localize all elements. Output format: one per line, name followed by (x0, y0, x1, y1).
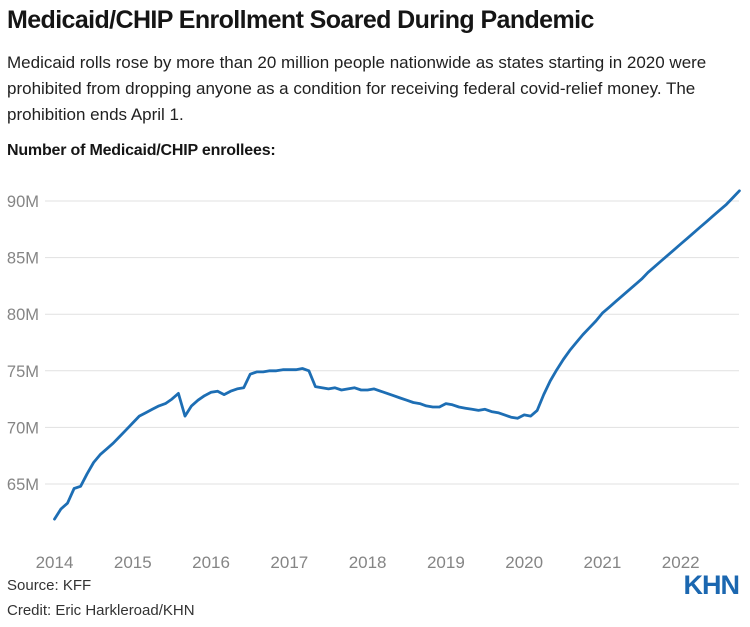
x-axis-label: 2017 (270, 553, 308, 572)
chart-description: Medicaid rolls rose by more than 20 mill… (7, 53, 707, 124)
x-axis-label: 2021 (584, 553, 622, 572)
y-axis-label: 80M (7, 306, 39, 324)
enrollment-line (53, 189, 741, 521)
y-axis-label: 85M (7, 250, 39, 268)
source-text: Source: KFF (7, 577, 92, 594)
y-axis-label: 70M (7, 419, 39, 437)
x-axis-label: 2022 (662, 553, 700, 572)
x-axis-label: 2014 (36, 553, 74, 572)
y-axis-label: 65M (7, 476, 39, 494)
x-axis-label: 2016 (192, 553, 230, 572)
y-axis-label: 75M (7, 363, 39, 381)
x-axis-label: 2020 (505, 553, 543, 572)
page-title: Medicaid/CHIP Enrollment Soared During P… (7, 6, 594, 34)
x-axis-label: 2015 (114, 553, 152, 572)
chart-axis-title: Number of Medicaid/CHIP enrollees: (7, 142, 276, 159)
y-axis-label: 90M (7, 193, 39, 211)
x-axis-label: 2019 (427, 553, 465, 572)
enrollment-chart-svg: 65M 70M 75M 80M 85M 90M 2014 2015 2016 2017 2018 20… (7, 189, 741, 572)
line-chart: 65M 70M 75M 80M 85M 90M 2014 2015 2016 2017 2018 20… (0, 178, 750, 578)
x-axis-label: 2018 (349, 553, 387, 572)
khn-logo: KHN (683, 570, 740, 600)
credit-text: Credit: Eric Harkleroad/KHN (7, 602, 195, 619)
